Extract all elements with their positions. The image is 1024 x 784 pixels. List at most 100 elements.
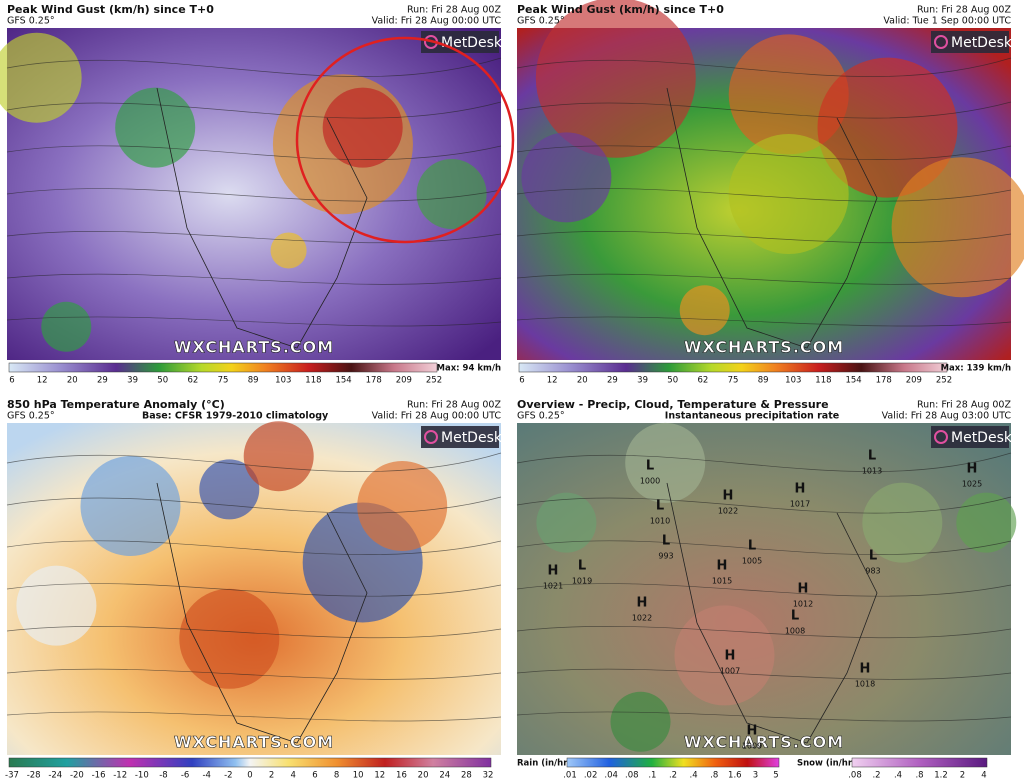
color-scale xyxy=(8,757,492,768)
scale-label: 103 xyxy=(785,376,801,386)
scale-label: 1.2 xyxy=(934,771,948,781)
scale-label: .01 xyxy=(563,771,577,781)
scale-label: -20 xyxy=(70,771,84,781)
scale-label: 6 xyxy=(312,771,317,781)
scale-label: 39 xyxy=(637,376,648,386)
brand-box xyxy=(931,31,1009,53)
isobar xyxy=(516,496,1012,514)
scale-label: .2 xyxy=(669,771,677,781)
isobar xyxy=(6,273,502,285)
scale-label: .8 xyxy=(915,771,923,781)
scale-label: 12 xyxy=(374,771,385,781)
isobar xyxy=(6,57,502,77)
model: GFS 0.25° xyxy=(7,411,55,422)
scale-label: -6 xyxy=(181,771,189,781)
scale-label: 154 xyxy=(845,376,861,386)
map-feature xyxy=(891,157,1024,298)
map-feature xyxy=(115,87,196,168)
map-feature xyxy=(610,691,671,752)
coastline xyxy=(156,87,368,349)
pressure-symbol: H xyxy=(548,564,559,579)
isobar xyxy=(516,626,1012,639)
map-feature xyxy=(679,285,730,336)
scale-label: 209 xyxy=(906,376,922,386)
pressure-symbol: H xyxy=(747,724,758,739)
isobar xyxy=(6,188,502,202)
isobar xyxy=(6,540,502,555)
scale-label: 1.6 xyxy=(728,771,742,781)
pressure-symbol: H xyxy=(725,649,736,664)
coastline xyxy=(156,482,368,744)
scale-label: 16 xyxy=(396,771,407,781)
run: Run: Fri 28 Aug 00Z xyxy=(407,400,502,411)
pressure-symbol: L xyxy=(656,499,664,514)
map-feature xyxy=(862,482,943,563)
scale-label: 24 xyxy=(439,771,450,781)
watermark: WXCHARTS.COM xyxy=(684,733,844,752)
map-feature xyxy=(270,232,307,269)
pressure-value: 1007 xyxy=(720,667,740,676)
map-feature xyxy=(357,461,448,551)
pressure-symbol: H xyxy=(798,582,809,597)
brand-box xyxy=(421,31,499,53)
panel-title: 850 hPa Temperature Anomaly (°C) xyxy=(7,398,225,411)
base: Base: CFSR 1979-2010 climatology xyxy=(142,411,329,422)
scale-label: .4 xyxy=(690,771,698,781)
pressure-symbol: L xyxy=(748,539,756,554)
pressure-value: 1005 xyxy=(742,557,762,566)
scale-label: .8 xyxy=(710,771,718,781)
isobar xyxy=(516,273,1012,285)
pressure-symbol: L xyxy=(646,459,654,474)
scale-label: 2 xyxy=(960,771,965,781)
isobar xyxy=(6,231,502,244)
map-feature xyxy=(322,87,403,168)
pressure-value: 1013 xyxy=(862,467,882,476)
pressure-symbol: H xyxy=(723,489,734,504)
isobar xyxy=(6,101,502,119)
model: GFS 0.25° xyxy=(517,16,565,27)
map-feature xyxy=(16,565,97,646)
isobar xyxy=(516,57,1012,77)
model: GFS 0.25° xyxy=(7,16,55,27)
scale-label: 154 xyxy=(335,376,351,386)
map-feature xyxy=(535,0,696,158)
scale-label: 178 xyxy=(876,376,892,386)
pressure-symbol: H xyxy=(717,559,728,574)
snow-title: Snow (in/hr) xyxy=(797,759,856,769)
scale-label: -2 xyxy=(224,771,232,781)
pressure-value: 983 xyxy=(865,567,880,576)
map xyxy=(517,423,1011,755)
scale-label: 8 xyxy=(334,771,339,781)
scale-label: 75 xyxy=(728,376,739,386)
brand-box xyxy=(421,426,499,448)
isobar xyxy=(516,583,1012,597)
scale-label: 32 xyxy=(483,771,494,781)
scale-label: 29 xyxy=(607,376,618,386)
scale-label: 89 xyxy=(758,376,769,386)
coastline xyxy=(666,482,878,744)
brand: MetDesk xyxy=(951,35,1013,51)
scale-label: 50 xyxy=(157,376,168,386)
isobar xyxy=(516,231,1012,244)
scale-label: 209 xyxy=(396,376,412,386)
isobar xyxy=(516,540,1012,555)
scale-label: -10 xyxy=(135,771,149,781)
scale-label: 12 xyxy=(37,376,48,386)
isobar xyxy=(6,452,502,472)
map-feature xyxy=(41,301,92,352)
pressure-symbol: H xyxy=(795,482,806,497)
valid: Valid: Fri 28 Aug 03:00 UTC xyxy=(882,411,1012,422)
pressure-symbol: H xyxy=(860,662,871,677)
scale-label: 75 xyxy=(218,376,229,386)
isobar xyxy=(6,668,502,680)
scale-label: -8 xyxy=(159,771,167,781)
scale-label: .2 xyxy=(872,771,880,781)
watermark: WXCHARTS.COM xyxy=(174,733,334,752)
isobar xyxy=(516,101,1012,119)
scale-label: -37 xyxy=(5,771,19,781)
brand-logo xyxy=(424,430,438,444)
isobar xyxy=(6,496,502,514)
scale-label: -24 xyxy=(48,771,62,781)
